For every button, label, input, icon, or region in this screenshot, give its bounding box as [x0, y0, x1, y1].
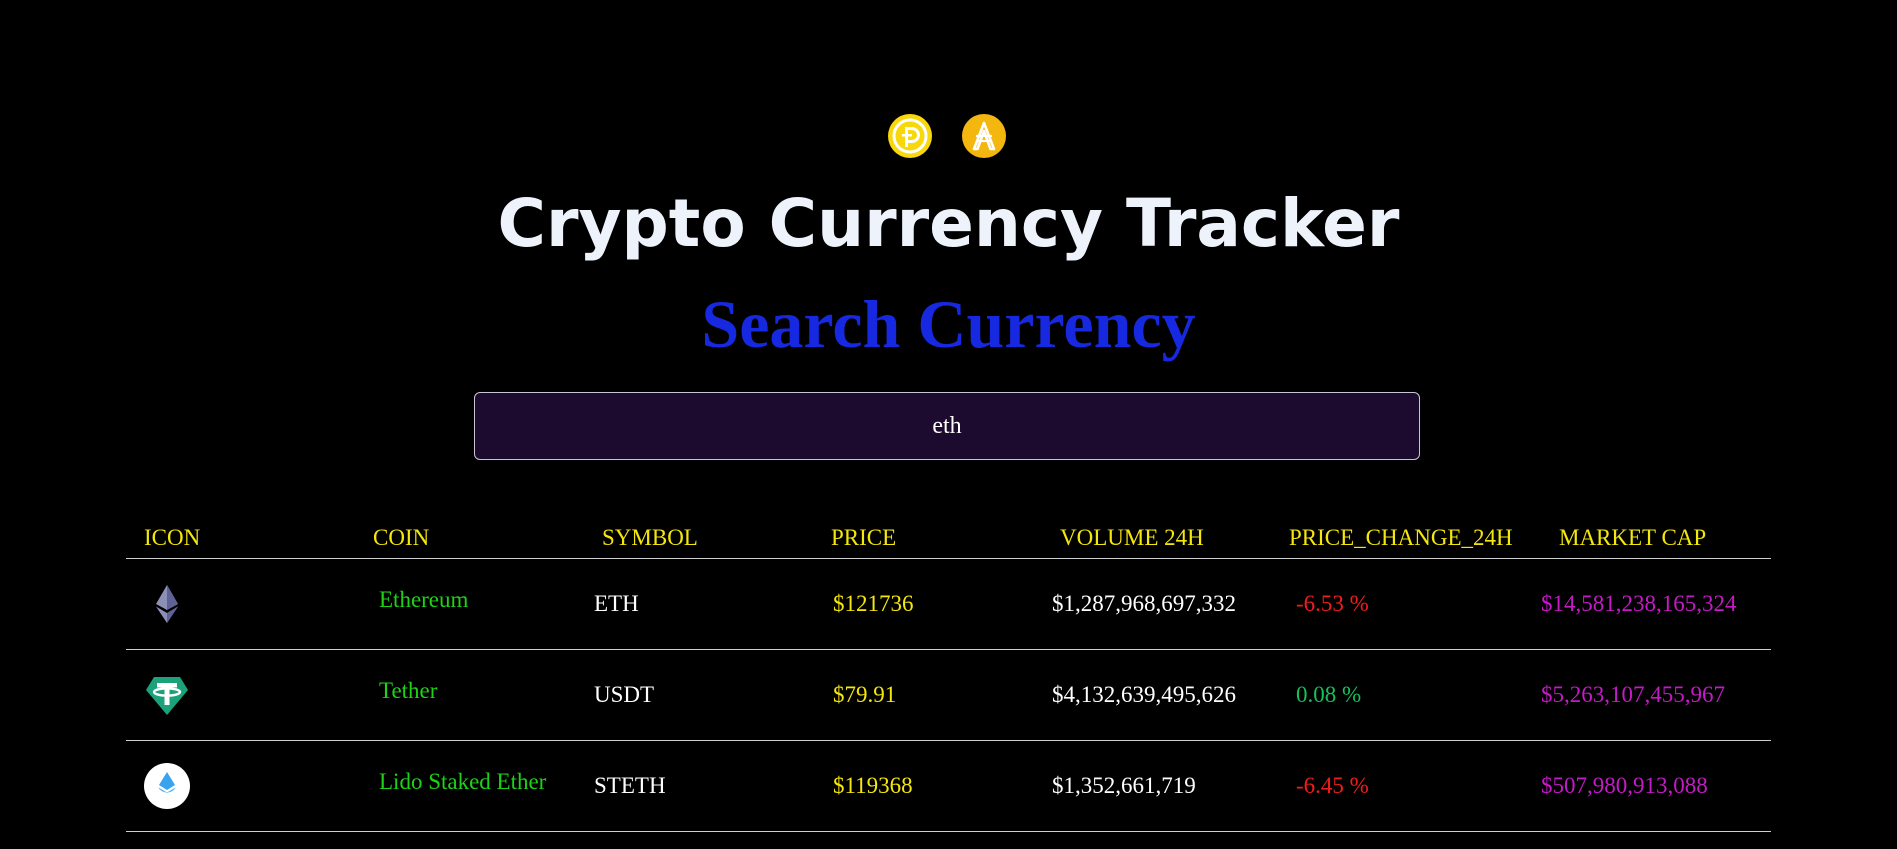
coin-volume: $1,287,968,697,332 [1042, 558, 1271, 650]
ethereum-icon [156, 585, 178, 623]
coin-name: Ethereum [355, 554, 584, 646]
coin-icon-cell [126, 740, 355, 832]
coin-market-cap: $5,263,107,455,967 [1541, 649, 1771, 741]
coin-price-change: -6.45 % [1271, 740, 1541, 832]
tether-icon [146, 677, 188, 715]
column-header-volume: VOLUME 24H [1042, 518, 1271, 559]
coin-volume: $1,352,661,719 [1042, 740, 1271, 832]
column-header-icon: ICON [126, 518, 355, 559]
coin-icon-cell [126, 649, 355, 741]
coin-price-change: -6.53 % [1271, 558, 1541, 650]
cardano-like-icon [962, 114, 1006, 158]
table-header-row: ICON COIN SYMBOL PRICE VOLUME 24H PRICE_… [126, 518, 1771, 559]
search-heading: Search Currency [701, 286, 1196, 362]
search-input[interactable] [474, 392, 1420, 460]
table-row[interactable]: Ethereum ETH $121736 $1,287,968,697,332 … [126, 554, 1771, 650]
lido-staked-ether-icon [144, 763, 190, 809]
coin-symbol: ETH [584, 558, 813, 650]
column-header-coin: COIN [355, 518, 584, 559]
table-row[interactable]: Tether USDT $79.91 $4,132,639,495,626 0.… [126, 645, 1771, 741]
coin-price: $121736 [813, 558, 1042, 650]
coin-name: Lido Staked Ether [355, 736, 584, 828]
table-row[interactable]: Lido Staked Ether STETH $119368 $1,352,6… [126, 736, 1771, 832]
header-logos [888, 114, 1008, 158]
dogecoin-like-icon [888, 114, 932, 158]
coin-symbol: STETH [584, 740, 813, 832]
coin-table: ICON COIN SYMBOL PRICE VOLUME 24H PRICE_… [126, 518, 1771, 832]
coin-name: Tether [355, 645, 584, 737]
coin-icon-cell [126, 558, 355, 650]
column-header-market-cap: MARKET CAP [1541, 518, 1771, 559]
coin-price: $79.91 [813, 649, 1042, 741]
page-title: Crypto Currency Tracker [497, 185, 1400, 262]
coin-price: $119368 [813, 740, 1042, 832]
column-header-symbol: SYMBOL [584, 518, 813, 559]
coin-market-cap: $507,980,913,088 [1541, 740, 1771, 832]
coin-symbol: USDT [584, 649, 813, 741]
coin-price-change: 0.08 % [1271, 649, 1541, 741]
coin-market-cap: $14,581,238,165,324 [1541, 558, 1771, 650]
column-header-price: PRICE [813, 518, 1042, 559]
coin-volume: $4,132,639,495,626 [1042, 649, 1271, 741]
column-header-price-change: PRICE_CHANGE_24H [1271, 518, 1541, 559]
